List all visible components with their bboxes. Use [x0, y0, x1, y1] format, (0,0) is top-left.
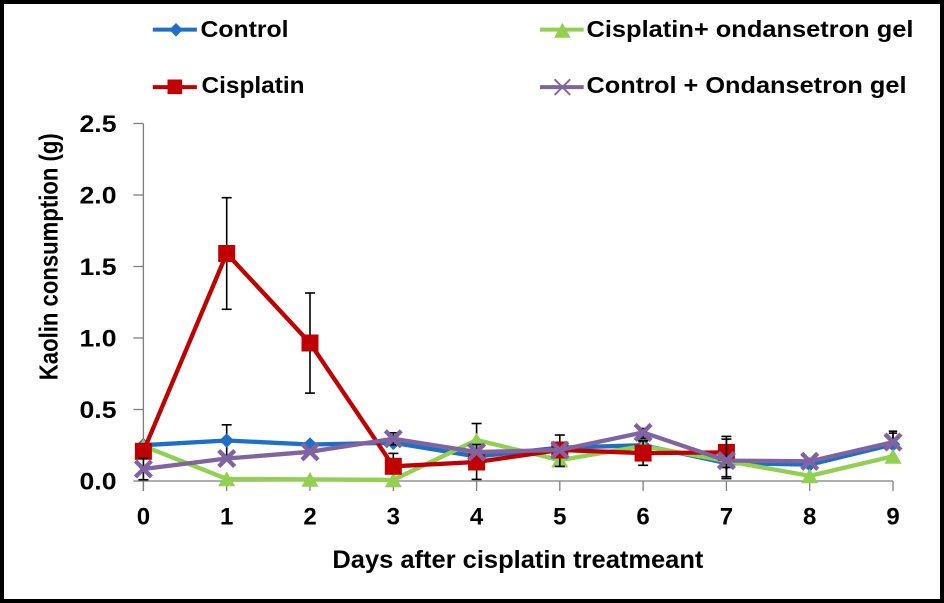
svg-text:1.5: 1.5	[80, 254, 117, 281]
svg-text:Days after cisplatin treatmean: Days after cisplatin treatmeant	[332, 546, 704, 574]
svg-text:8: 8	[803, 504, 816, 531]
svg-text:7: 7	[720, 504, 733, 531]
svg-text:4: 4	[470, 504, 484, 531]
svg-text:Control + Ondansetron gel: Control + Ondansetron gel	[587, 72, 907, 98]
svg-text:3: 3	[387, 504, 400, 531]
svg-text:Kaolin consumption (g): Kaolin consumption (g)	[34, 133, 64, 380]
svg-text:1.0: 1.0	[80, 326, 117, 353]
svg-text:9: 9	[886, 504, 899, 531]
svg-text:2: 2	[303, 504, 316, 531]
svg-text:6: 6	[636, 504, 649, 531]
svg-text:0.0: 0.0	[80, 469, 117, 496]
svg-text:5: 5	[553, 504, 566, 531]
svg-text:1: 1	[220, 504, 233, 531]
svg-text:2.0: 2.0	[80, 183, 117, 210]
svg-text:0.5: 0.5	[80, 397, 117, 424]
svg-text:0: 0	[137, 504, 150, 531]
svg-text:Cisplatin: Cisplatin	[202, 72, 305, 98]
svg-text:Cisplatin+ ondansetron gel: Cisplatin+ ondansetron gel	[587, 16, 914, 42]
svg-text:Control: Control	[201, 16, 289, 42]
svg-text:2.5: 2.5	[80, 111, 117, 138]
